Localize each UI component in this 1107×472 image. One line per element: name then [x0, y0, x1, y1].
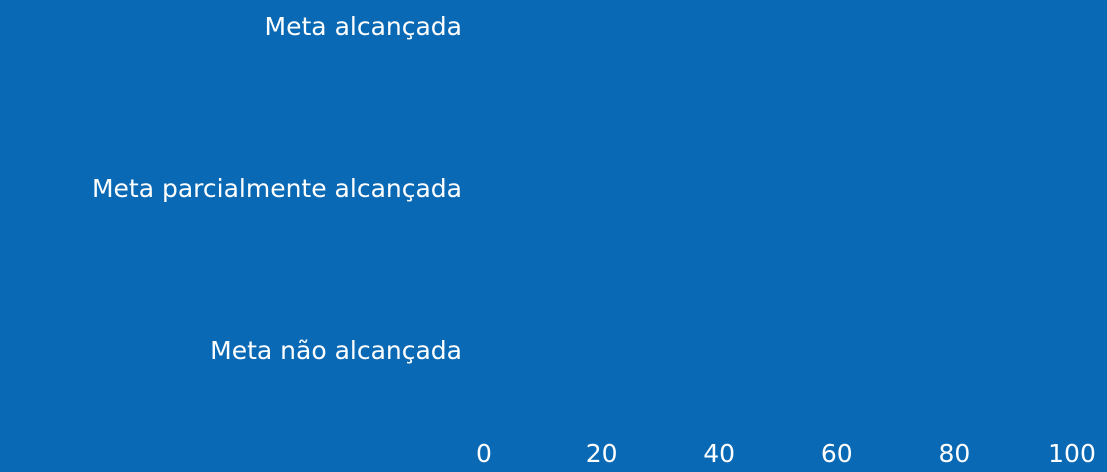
x-tick-label: 0: [476, 439, 492, 468]
x-tick-label: 40: [703, 439, 735, 468]
x-tick-label: 20: [586, 439, 618, 468]
y-tick-label: Meta parcialmente alcançada: [92, 174, 462, 203]
x-tick-label: 80: [938, 439, 970, 468]
x-tick-label: 60: [821, 439, 853, 468]
y-tick-label: Meta não alcançada: [210, 336, 462, 365]
y-tick-label: Meta alcançada: [265, 12, 462, 41]
x-tick-label: 100: [1048, 439, 1096, 468]
